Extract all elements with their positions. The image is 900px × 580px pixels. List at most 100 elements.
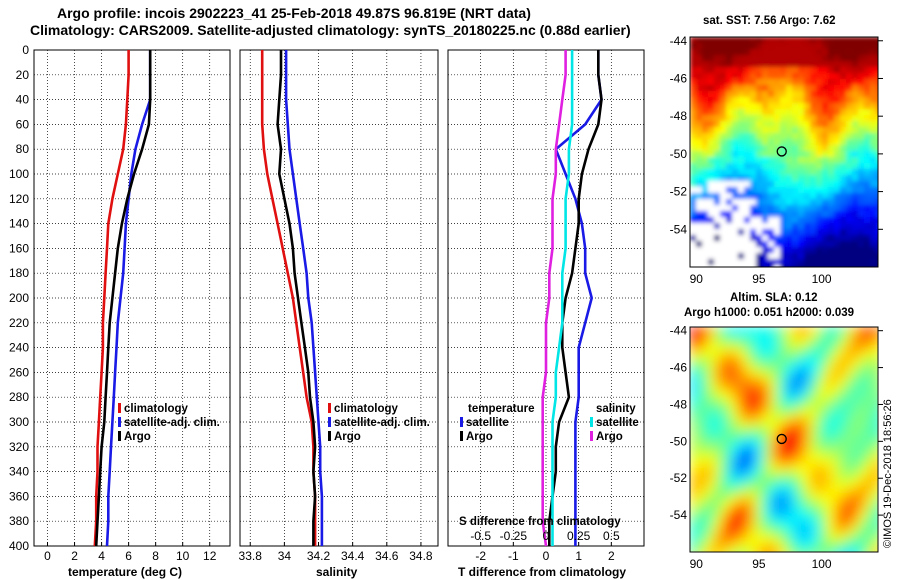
- sst-cell: [846, 157, 853, 164]
- sla-cell: [850, 423, 859, 432]
- sla-cell: [778, 543, 787, 552]
- sst-cell: [846, 73, 853, 80]
- sst-cell: [720, 97, 727, 104]
- legend-label-t_argo: Argo: [466, 431, 493, 443]
- sst-cell: [786, 205, 793, 212]
- sst-cell: [696, 73, 703, 80]
- sst-cell: [840, 151, 847, 158]
- sla-cell: [874, 367, 878, 376]
- sst-cell: [720, 265, 727, 267]
- sst-cell: [798, 49, 805, 56]
- sst-cell: [738, 85, 745, 92]
- sst-cell: [834, 151, 841, 158]
- sst-cell: [768, 97, 775, 104]
- sst-cell: [858, 97, 865, 104]
- sst-cell: [732, 61, 739, 68]
- sst-cell: [750, 121, 757, 128]
- sla-cell: [786, 447, 795, 456]
- sst-cell: [750, 133, 757, 140]
- sst-cell: [834, 139, 841, 146]
- sla-cell: [738, 463, 747, 472]
- sst-cell: [852, 163, 859, 170]
- sst-cell: [822, 73, 829, 80]
- sst-cell: [822, 163, 829, 170]
- sst-cell: [828, 265, 835, 267]
- sla-cell: [778, 391, 787, 400]
- sst-cell: [864, 163, 871, 170]
- sst-cell: [768, 133, 775, 140]
- sst-cell: [756, 169, 763, 176]
- sst-cell: [738, 127, 745, 134]
- sla-cell: [770, 447, 779, 456]
- sla-cell: [778, 351, 787, 360]
- sla-cell: [762, 471, 771, 480]
- map-x-tick-label: 95: [752, 272, 766, 286]
- sst-cell: [780, 253, 787, 260]
- sla-cell: [874, 423, 878, 432]
- sst-cell: [798, 199, 805, 206]
- sst-cell: [804, 265, 811, 267]
- sst-cell: [858, 265, 865, 267]
- sla-cell: [706, 463, 715, 472]
- sla-cell: [826, 471, 835, 480]
- sst-cell: [840, 223, 847, 230]
- x-tick-label: -2: [475, 549, 486, 563]
- sla-cell: [858, 511, 867, 520]
- temperature-plot-frame: [33, 49, 231, 547]
- sla-cell: [802, 407, 811, 416]
- sst-cell: [708, 163, 715, 170]
- sla-cell: [866, 383, 875, 392]
- sst-cell: [774, 175, 781, 182]
- sst-cell: [708, 235, 715, 242]
- sst-cell: [690, 169, 697, 176]
- sst-cell: [822, 145, 829, 152]
- sla-cell: [842, 447, 851, 456]
- sst-cell: [828, 79, 835, 86]
- sst-cell: [876, 103, 878, 110]
- sst-cell: [822, 181, 829, 188]
- sst-cell: [858, 145, 865, 152]
- sst-cell: [744, 79, 751, 86]
- sla-cell: [754, 495, 763, 504]
- sst-cell: [864, 253, 871, 260]
- sla-cell: [834, 399, 843, 408]
- sla-cell: [858, 487, 867, 496]
- sst-cell: [870, 115, 877, 122]
- sst-cell: [690, 181, 697, 188]
- sst-cell: [720, 61, 727, 68]
- sst-cell: [810, 85, 817, 92]
- sla-cell: [722, 495, 731, 504]
- sst-cell: [696, 121, 703, 128]
- sst-cell: [786, 187, 793, 194]
- sst-cell: [876, 181, 878, 188]
- sst-cell: [840, 199, 847, 206]
- sla-cell: [866, 455, 875, 464]
- sst-cell: [822, 139, 829, 146]
- sla-cell: [746, 375, 755, 384]
- sst-cell: [756, 229, 763, 236]
- sst-cell: [768, 259, 775, 266]
- sst-cell: [762, 229, 769, 236]
- sla-cell: [730, 439, 739, 448]
- sla-cell: [722, 527, 731, 536]
- sst-cell: [720, 73, 727, 80]
- sla-cell: [794, 543, 803, 552]
- sst-cell: [840, 73, 847, 80]
- sst-cell: [696, 55, 703, 62]
- sla-cell: [778, 527, 787, 536]
- sla-cell: [714, 471, 723, 480]
- sst-cell: [846, 181, 853, 188]
- sst-cell: [750, 217, 757, 224]
- sst-cell: [852, 67, 859, 74]
- sst-cell: [750, 55, 757, 62]
- sst-cell: [762, 127, 769, 134]
- sst-cell: [714, 259, 721, 266]
- sla-cell: [850, 439, 859, 448]
- sst-cell: [780, 91, 787, 98]
- sst-cell: [774, 193, 781, 200]
- sst-cell: [774, 139, 781, 146]
- sla-cell: [834, 455, 843, 464]
- sst-cell: [834, 193, 841, 200]
- sst-cell: [732, 205, 739, 212]
- sst-cell: [822, 109, 829, 116]
